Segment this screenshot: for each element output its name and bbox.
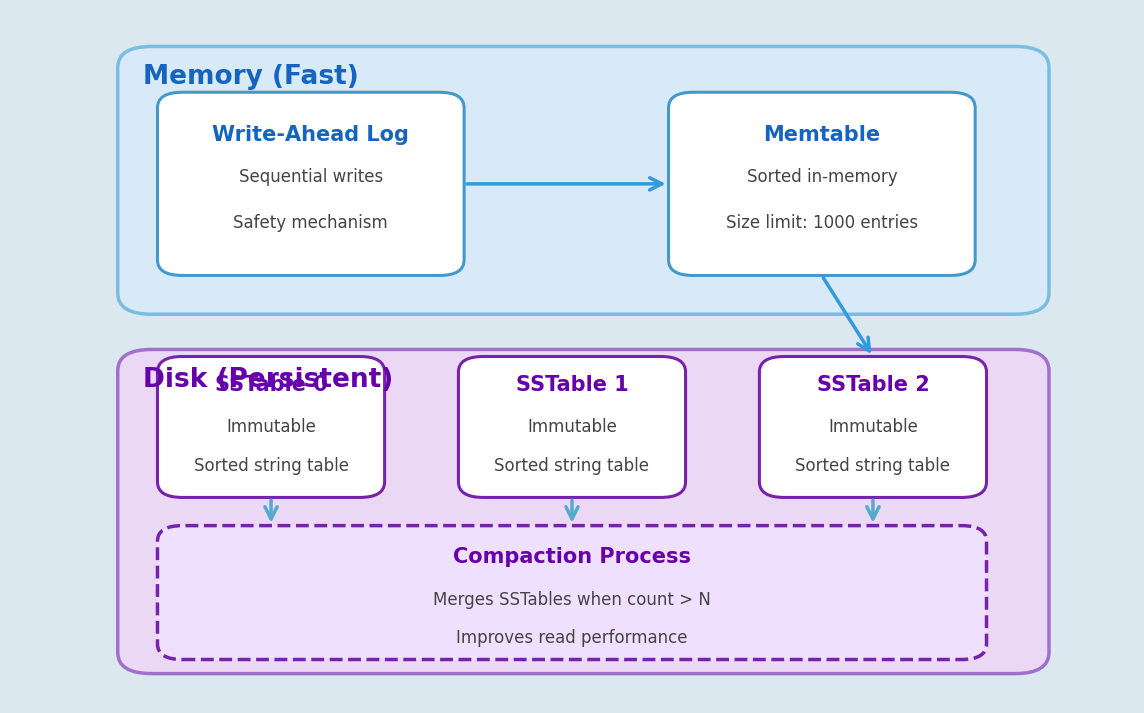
- FancyBboxPatch shape: [158, 356, 384, 498]
- Text: Disk (Persistent): Disk (Persistent): [143, 367, 394, 393]
- FancyBboxPatch shape: [118, 349, 1049, 674]
- Text: Improves read performance: Improves read performance: [456, 630, 688, 647]
- Text: Safety mechanism: Safety mechanism: [233, 214, 388, 232]
- Text: Sequential writes: Sequential writes: [239, 168, 383, 186]
- FancyBboxPatch shape: [158, 92, 464, 275]
- Text: SSTable 2: SSTable 2: [817, 375, 929, 395]
- Text: Write-Ahead Log: Write-Ahead Log: [213, 125, 410, 145]
- Text: Immutable: Immutable: [527, 418, 617, 436]
- FancyBboxPatch shape: [760, 356, 986, 498]
- Text: Sorted in-memory: Sorted in-memory: [747, 168, 897, 186]
- Text: SSTable 0: SSTable 0: [215, 375, 327, 395]
- Text: Immutable: Immutable: [227, 418, 316, 436]
- Text: Sorted string table: Sorted string table: [193, 457, 349, 475]
- FancyBboxPatch shape: [158, 525, 986, 660]
- Text: Size limit: 1000 entries: Size limit: 1000 entries: [725, 214, 917, 232]
- Text: Immutable: Immutable: [828, 418, 917, 436]
- FancyBboxPatch shape: [668, 92, 975, 275]
- Text: Merges SSTables when count > N: Merges SSTables when count > N: [434, 590, 710, 609]
- FancyBboxPatch shape: [118, 46, 1049, 314]
- FancyBboxPatch shape: [459, 356, 685, 498]
- Text: Sorted string table: Sorted string table: [494, 457, 650, 475]
- Text: Memtable: Memtable: [763, 125, 881, 145]
- Text: Memory (Fast): Memory (Fast): [143, 64, 358, 90]
- Text: SSTable 1: SSTable 1: [516, 375, 628, 395]
- Text: Sorted string table: Sorted string table: [795, 457, 951, 475]
- Text: Compaction Process: Compaction Process: [453, 548, 691, 568]
